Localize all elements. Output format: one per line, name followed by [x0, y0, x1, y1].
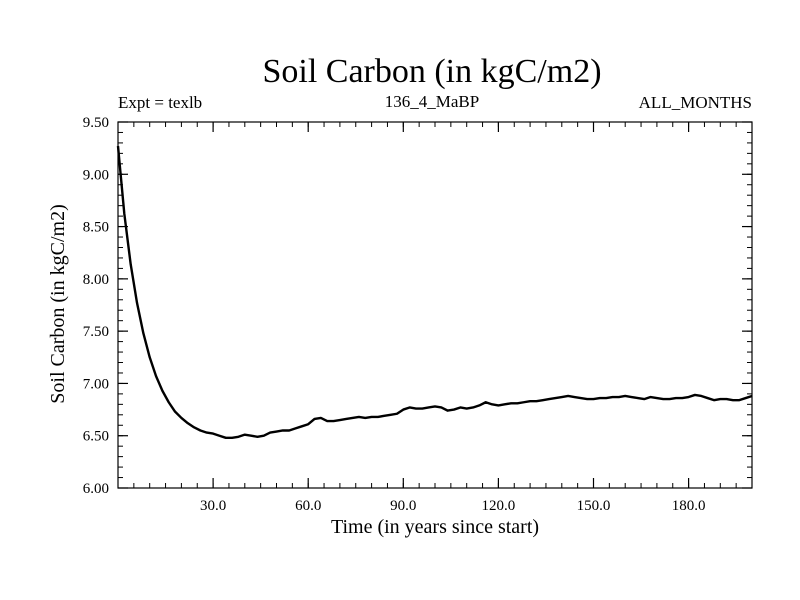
- y-tick-label: 7.50: [83, 324, 109, 340]
- y-tick-label: 9.00: [83, 167, 109, 183]
- x-tick-label: 30.0: [200, 498, 226, 514]
- series-layer: [116, 145, 753, 440]
- x-tick-label: 90.0: [390, 498, 416, 514]
- axis-ticks: [118, 121, 752, 489]
- y-tick-label: 6.00: [83, 481, 109, 497]
- y-tick-label: 6.50: [83, 429, 109, 445]
- y-tick-label: 8.50: [83, 220, 109, 236]
- experiment-label: Expt = texlb: [118, 93, 202, 112]
- plot-frame: [117, 121, 753, 489]
- axis-tick-labels: 30.0 60.0 90.0 120.0 150.0 180.0 6.00 6.50 7.00 7…: [83, 115, 706, 514]
- x-tick-label: 60.0: [295, 498, 321, 514]
- series-line: [116, 145, 753, 440]
- y-tick-label: 9.50: [83, 115, 109, 131]
- chart-title: Soil Carbon (in kgC/m2): [262, 53, 601, 90]
- y-tick-label: 8.00: [83, 272, 109, 288]
- period-label: 136_4_MaBP: [385, 92, 479, 111]
- y-tick-label: 7.00: [83, 376, 109, 392]
- x-tick-label: 180.0: [672, 498, 706, 514]
- y-axis-label: Soil Carbon (in kgC/m2): [47, 204, 69, 403]
- x-axis-label: Time (in years since start): [331, 516, 539, 538]
- months-label: ALL_MONTHS: [639, 93, 752, 112]
- x-tick-label: 120.0: [482, 498, 516, 514]
- x-tick-label: 150.0: [577, 498, 611, 514]
